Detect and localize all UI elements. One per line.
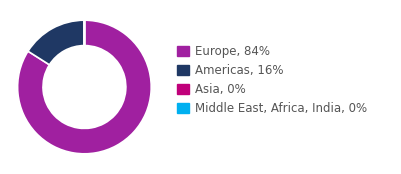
Wedge shape bbox=[18, 20, 151, 154]
Legend: Europe, 84%, Americas, 16%, Asia, 0%, Middle East, Africa, India, 0%: Europe, 84%, Americas, 16%, Asia, 0%, Mi… bbox=[174, 43, 369, 117]
Wedge shape bbox=[28, 20, 84, 65]
